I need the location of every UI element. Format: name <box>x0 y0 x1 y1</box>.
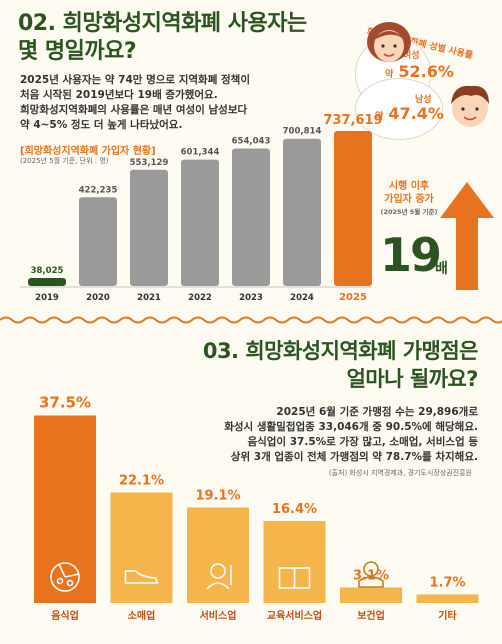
merchant-category-label: 소매업 <box>128 609 156 622</box>
merchant-bar <box>34 415 96 603</box>
subscriber-bar-2024 <box>283 138 321 286</box>
pizza-icon <box>50 562 80 592</box>
subscriber-category-label: 2019 <box>35 293 59 303</box>
doctor-icon <box>358 561 384 588</box>
merchant-bar <box>263 521 326 603</box>
merchant-bar <box>416 594 479 603</box>
barber-icon-body <box>206 582 230 590</box>
subscriber-category-label: 2025 <box>339 292 367 303</box>
pizza-icon-crust <box>50 562 80 592</box>
female-avatar <box>355 20 415 76</box>
section1-title: 02. 희망화성지역화폐 사용자는 몇 명일까요? <box>18 10 307 66</box>
section2-title-line2: 얼마나 될까요? <box>346 367 479 391</box>
subscriber-value-label: 422,235 <box>79 185 118 195</box>
merchant-category-label: 보건업 <box>357 609 385 622</box>
increase-line2: 가입자 증가 <box>384 194 434 205</box>
merchant-value-label: 22.1% <box>119 474 164 489</box>
merchant-category-label: 교육서비스업 <box>267 609 322 622</box>
subscriber-category-label: 2021 <box>137 293 161 303</box>
subscriber-category-label: 2022 <box>188 293 212 303</box>
section1-title-line2: 몇 명일까요? <box>18 39 137 64</box>
subscriber-category-label: 2023 <box>239 293 263 303</box>
up-arrow-icon <box>440 182 494 290</box>
subscriber-chart-note: (2025년 5월 기준, 단위 : 명) <box>20 157 109 165</box>
male-avatar <box>441 78 499 138</box>
male-value: 47.4% <box>388 104 444 123</box>
subscriber-value-label: 601,344 <box>181 148 220 158</box>
desc1-line4: 약 4~5% 정도 더 높게 나타났어요. <box>20 119 183 131</box>
desc2-line4: 상위 3개 업종이 전체 가맹점의 약 78.7%를 차지해요. <box>230 451 478 463</box>
merchant-category-label: 음식업 <box>51 609 79 622</box>
barber-icon <box>206 563 232 590</box>
merchant-bar <box>187 507 249 603</box>
merchant-category-label: 기타 <box>438 609 457 622</box>
increase-multiple: 19 <box>380 228 442 282</box>
subscriber-value-label: 737,619 <box>323 113 382 128</box>
male-bubble <box>355 78 443 140</box>
source-note: (출처) 화성시 지역경제과, 경기도시장상권진흥원 <box>328 469 472 477</box>
pizza-icon-topping <box>66 579 74 587</box>
pizza-icon-cut <box>64 573 80 578</box>
increase-unit: 배 <box>435 261 448 277</box>
merchant-category-label: 서비스업 <box>200 609 237 622</box>
desc1-line2: 처음 시작된 2019년보다 19배 증가했어요. <box>20 89 218 101</box>
merchant-bar <box>340 587 402 603</box>
desc2-line3: 음식업이 37.5%로 가장 많고, 소매업, 서비스업 등 <box>247 436 478 448</box>
subscriber-value-label: 654,043 <box>232 137 271 147</box>
shoe-icon-body <box>124 570 159 584</box>
female-prefix: 약 <box>385 70 394 80</box>
merchant-value-label: 19.1% <box>195 489 240 504</box>
desc1-line3: 희망화성지역화폐의 사용률은 매년 여성이 남성보다 <box>20 104 248 116</box>
subscriber-value-label: 38,025 <box>31 266 64 276</box>
desc1-line1: 2025년 사용자는 약 74만 명으로 지역화폐 정책이 <box>20 74 250 86</box>
increase-line1: 시행 이후 <box>388 181 430 192</box>
increase-note: (2025년 5월 기준) <box>380 208 438 216</box>
female-label: 여성 <box>403 51 420 61</box>
subscriber-chart-label: [희망화성지역화폐 가입자 현황] <box>20 146 156 157</box>
section1-title-line1: 02. 희망화성지역화폐 사용자는 <box>18 11 307 36</box>
male-prefix: 약 <box>375 112 384 122</box>
pizza-icon-cut <box>58 563 66 578</box>
merchant-bar <box>110 492 173 603</box>
section-divider <box>0 316 502 324</box>
doctor-icon-head <box>363 561 379 577</box>
subscriber-chart: 38,025 2019 422,235 2020 553,129 2021 601,344 2… <box>20 113 383 303</box>
subscriber-bar-2020 <box>79 197 117 286</box>
merchant-value-label: 16.4% <box>272 502 317 517</box>
section2-title: 03. 희망화성지역화폐 가맹점은 얼마나 될까요? <box>202 337 479 393</box>
shoe-icon <box>124 570 159 584</box>
desc2-line2: 화성시 생활밀접업종 33,046개 중 90.5%에 해당해요. <box>224 421 478 433</box>
barber-icon-head <box>210 563 226 579</box>
subscriber-bar-2019 <box>28 278 66 286</box>
merchant-value-label: 37.5% <box>39 394 91 412</box>
subscriber-category-label: 2020 <box>86 293 110 303</box>
increase-callout: 시행 이후 가입자 증가 (2025년 5월 기준) <box>374 180 444 219</box>
book-icon <box>278 567 311 589</box>
section1-description: 2025년 사용자는 약 74만 명으로 지역화폐 정책이 처음 시작된 201… <box>20 73 340 133</box>
doctor-icon-body <box>358 576 384 588</box>
desc2-line1: 2025년 6월 기준 가맹점 수는 29,896개로 <box>276 406 478 418</box>
subscriber-value-label: 700,814 <box>283 127 322 137</box>
merchant-value-label: 1.7% <box>429 576 465 591</box>
section2-title-line1: 03. 희망화성지역화폐 가맹점은 <box>202 339 479 363</box>
female-value: 52.6% <box>398 62 454 81</box>
subscriber-category-label: 2024 <box>290 293 314 303</box>
subscriber-bar-2025 <box>334 131 372 286</box>
subscriber-bar-2023 <box>232 148 270 286</box>
pizza-icon-topping <box>56 577 64 585</box>
subscriber-bar-2021 <box>130 169 168 286</box>
subscriber-value-label: 553,129 <box>130 158 169 168</box>
subscriber-bar-2022 <box>181 159 219 286</box>
section2-description: 2025년 6월 기준 가맹점 수는 29,896개로 화성시 생활밀접업종 3… <box>224 405 478 465</box>
gender-panel: 화성시 지역화폐 성별 사용률 여성 약 52.6% 남성 약 47.4% <box>355 0 502 140</box>
male-label: 남성 <box>415 95 432 105</box>
